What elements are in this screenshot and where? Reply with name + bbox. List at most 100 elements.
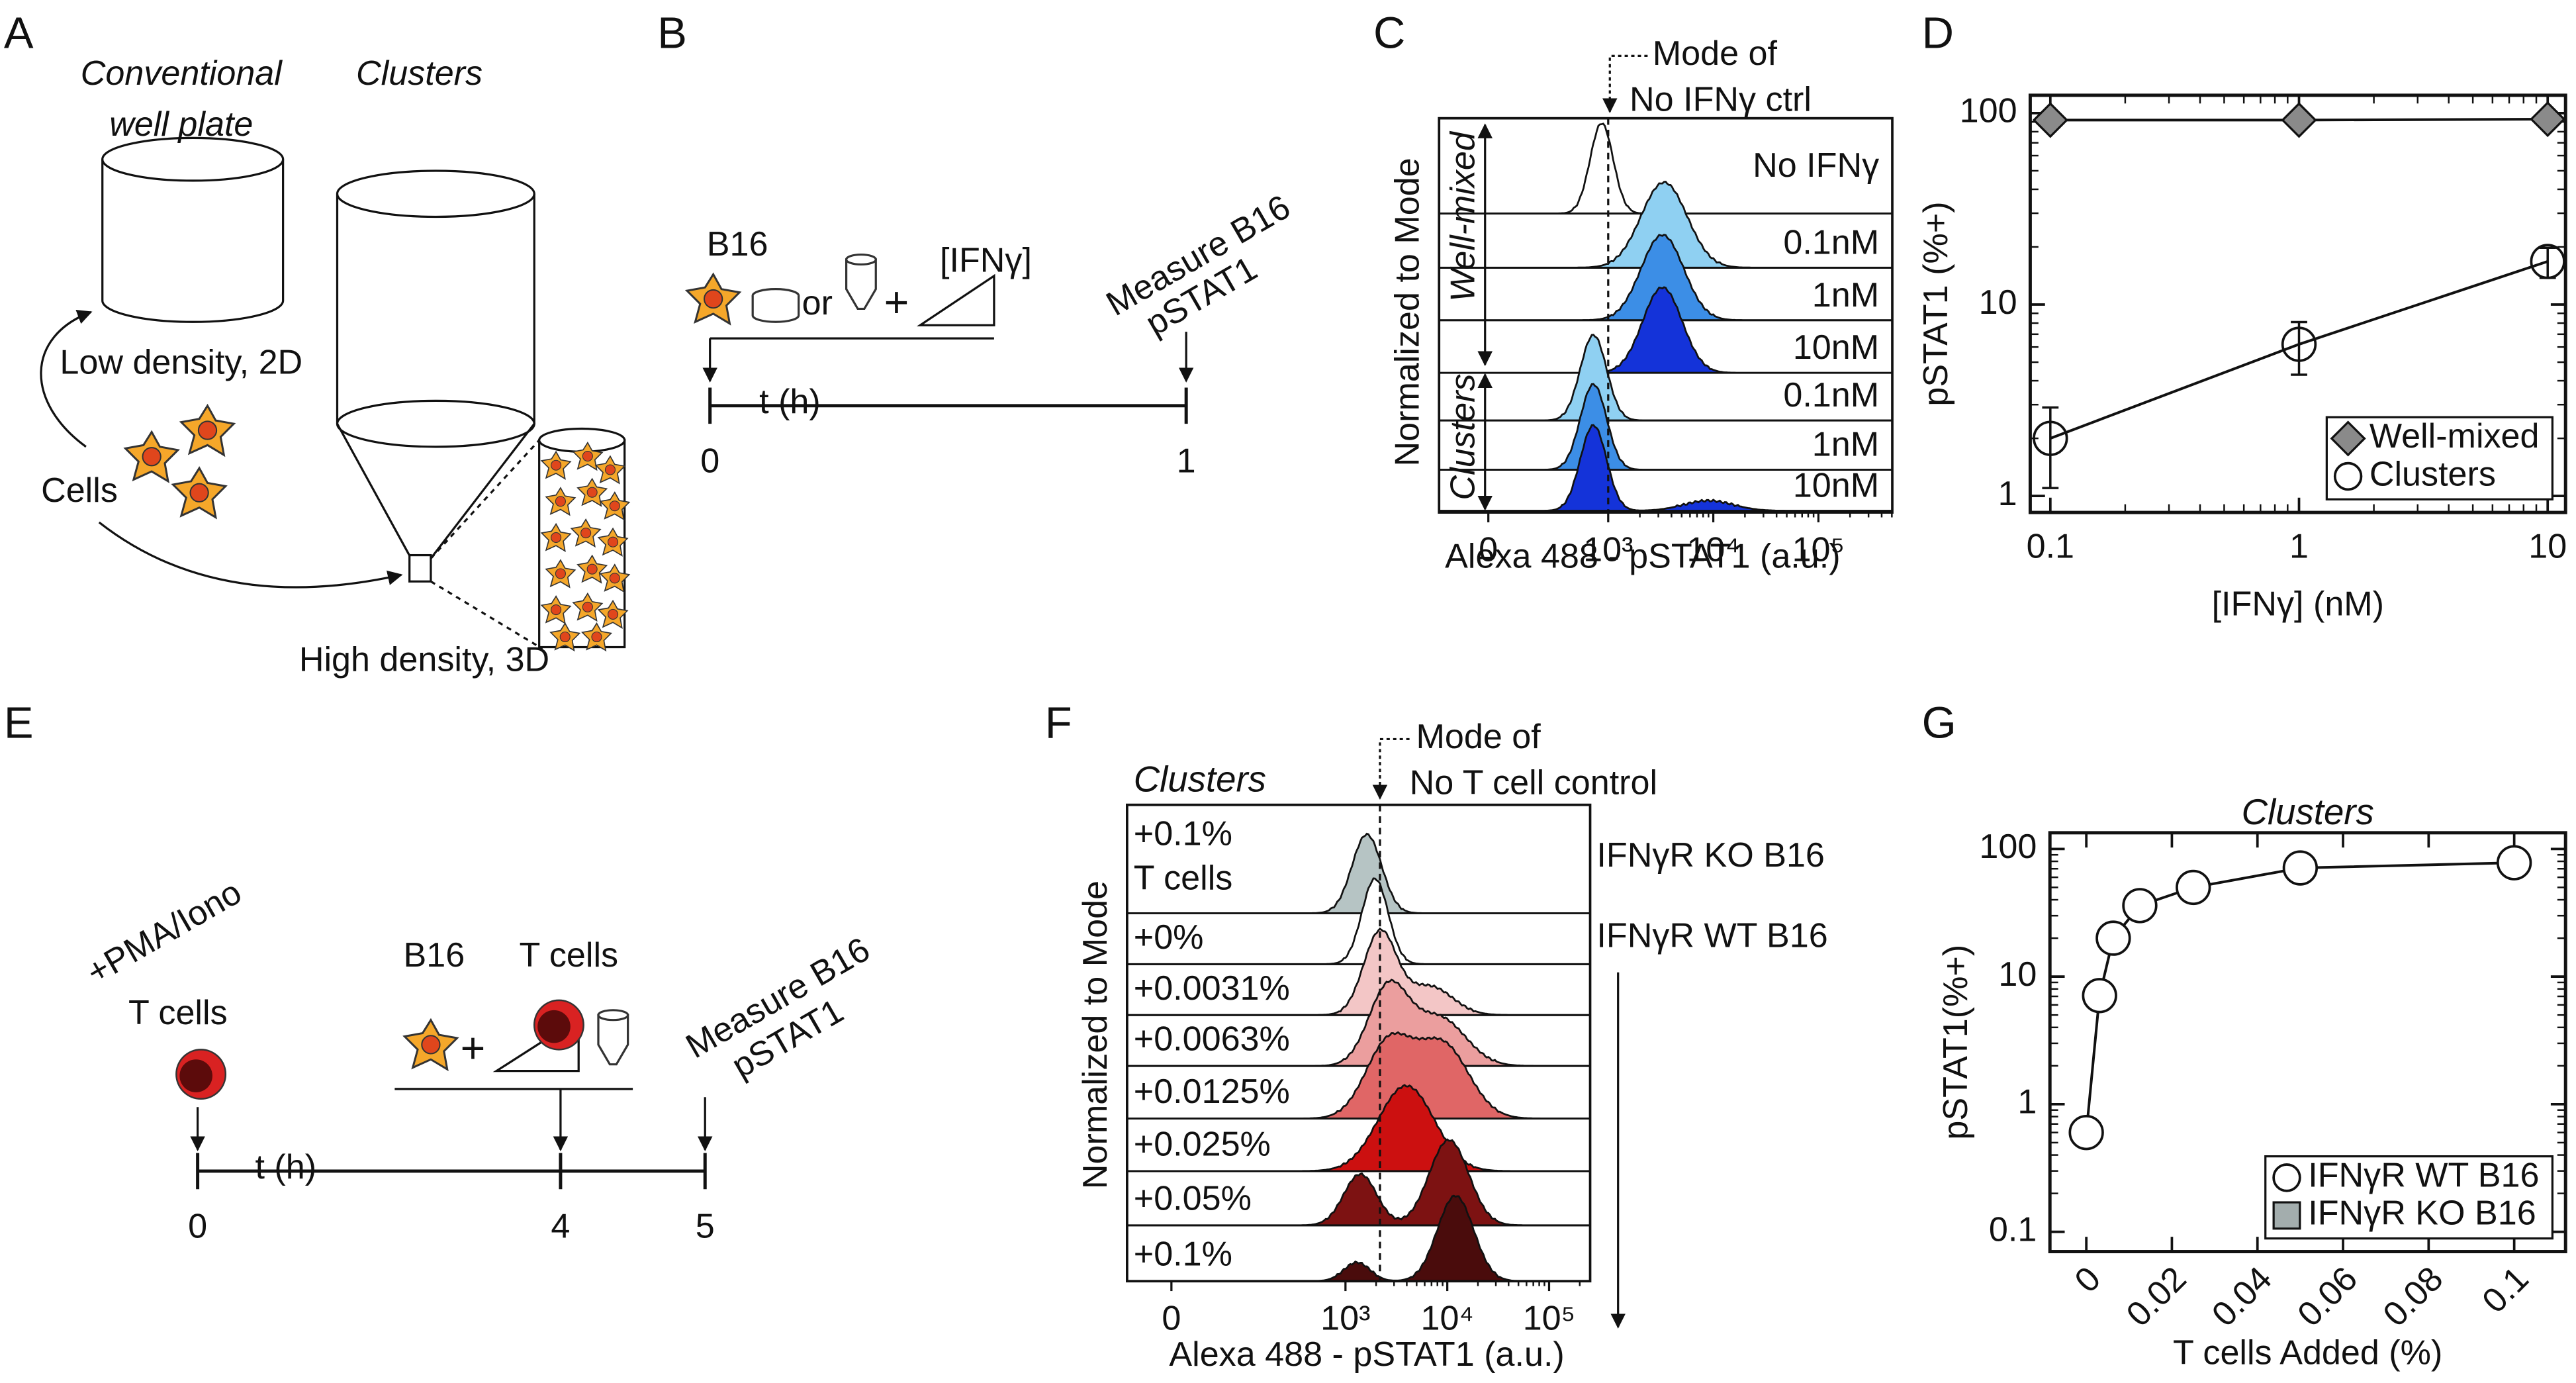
marker bbox=[2082, 978, 2117, 1014]
annotation: Mode of bbox=[1416, 718, 1541, 756]
timeline bbox=[708, 387, 1188, 424]
panel-letter: E bbox=[4, 698, 34, 747]
row-label: 1nM bbox=[1812, 276, 1879, 314]
chart: G Clusters 0.1 1 10 100 0 0.02 0.04 0.06 0.08 0.1 T … bbox=[1922, 698, 2567, 1372]
row-label: +0.0125% bbox=[1134, 1073, 1290, 1111]
row-label: +0.025% bbox=[1134, 1125, 1271, 1164]
marker bbox=[2281, 326, 2317, 362]
y-axis-label: Normalized to Mode bbox=[1388, 158, 1426, 466]
row-label: 0.1nM bbox=[1783, 223, 1879, 262]
x-tick-label: 1 bbox=[2289, 527, 2309, 565]
plot-frame bbox=[1126, 803, 1592, 1283]
y-axis-label: pSTAT1 (%+) bbox=[1917, 201, 1955, 406]
cell-icon bbox=[124, 431, 179, 483]
x-tick-label: 10³ bbox=[1583, 530, 1633, 569]
label: +PMA/Iono bbox=[80, 873, 248, 992]
plot-frame bbox=[2048, 831, 2567, 1254]
x-tick-label: 10⁴ bbox=[1686, 530, 1739, 569]
row-label: 10nM bbox=[1793, 467, 1879, 505]
x-tick-label: 0.08 bbox=[2376, 1259, 2451, 1334]
annotation: No IFNγ ctrl bbox=[1630, 81, 1812, 119]
row-label: 10nM bbox=[1793, 328, 1879, 367]
gradient-wedge bbox=[916, 273, 995, 326]
time-tick-label: 5 bbox=[696, 1208, 715, 1246]
marker bbox=[2122, 888, 2158, 924]
tcell-icon bbox=[175, 1049, 227, 1100]
arrow bbox=[98, 521, 403, 589]
x-tick-label: 0 bbox=[1162, 1299, 1181, 1337]
arrow bbox=[1372, 738, 1410, 800]
marker bbox=[2033, 420, 2068, 456]
y-tick-label: 0.1 bbox=[1989, 1210, 2037, 1249]
marker bbox=[2032, 102, 2068, 138]
x-axis-label: [IFNγ] (nM) bbox=[2212, 585, 2384, 623]
y-tick-label: 10 bbox=[1998, 955, 2037, 994]
x-tick-label: 10³ bbox=[1320, 1299, 1370, 1337]
marker bbox=[2068, 1114, 2104, 1151]
marker bbox=[2095, 920, 2131, 956]
row-label: 1nM bbox=[1812, 426, 1879, 464]
arrow bbox=[40, 309, 93, 448]
y-axis-label: pSTAT1(%+) bbox=[1937, 945, 1975, 1140]
panel-letter: B bbox=[657, 8, 687, 58]
row-label: +0.0063% bbox=[1134, 1020, 1290, 1059]
y-tick-label: 1 bbox=[1998, 475, 2017, 513]
x-axis-label: Alexa 488 - pSTAT1 (a.u.) bbox=[1445, 537, 1840, 575]
y-tick-label: 100 bbox=[1960, 92, 2017, 130]
cell-icon bbox=[403, 1019, 459, 1071]
x-tick-label: 10⁵ bbox=[1523, 1299, 1576, 1337]
panel-letter: G bbox=[1922, 698, 1956, 747]
panel-c: C Mode of No IFNγ ctrl Normalized to Mod… bbox=[1373, 8, 1894, 575]
chart: D 1 10 100 0.1 1 10 [IFNγ] (nM) pSTAT1 (%+) Well-… bbox=[1917, 8, 2567, 623]
y-tick-label: 10 bbox=[1979, 283, 2017, 322]
x-axis-label: T cells Added (%) bbox=[2173, 1334, 2442, 1372]
label: T cells bbox=[128, 994, 228, 1032]
tube-icon bbox=[597, 1009, 629, 1066]
x-tick-label: 0.02 bbox=[2119, 1259, 2194, 1334]
label: Clusters bbox=[356, 54, 483, 93]
panel-e: E +PMA/Iono T cells B16 T cells + Measur… bbox=[4, 698, 876, 1190]
side-label: IFNγR WT B16 bbox=[1596, 916, 1827, 955]
legend-box bbox=[2264, 1155, 2553, 1240]
row-label: T cells bbox=[1134, 859, 1233, 898]
marker bbox=[2530, 101, 2566, 138]
well-plate bbox=[101, 136, 285, 323]
legend-marker bbox=[2333, 461, 2363, 491]
cell-icon bbox=[180, 405, 235, 456]
label: Low density, 2D bbox=[60, 344, 302, 382]
timeline bbox=[196, 1153, 707, 1190]
row-label: +0.1% bbox=[1134, 1235, 1232, 1274]
chart-title: Clusters bbox=[2242, 792, 2374, 832]
label: t (h) bbox=[255, 1148, 316, 1186]
label: Conventional bbox=[81, 54, 283, 93]
cell-icon bbox=[171, 467, 227, 519]
legend-label: Clusters bbox=[2369, 455, 2496, 493]
x-tick-label: 10⁴ bbox=[1420, 1299, 1473, 1337]
label: B16 bbox=[707, 225, 768, 263]
label: + bbox=[461, 1024, 486, 1072]
y-tick-label: 100 bbox=[1979, 828, 2037, 866]
time-tick-label: 1 bbox=[1177, 442, 1196, 480]
annotation: Mode of bbox=[1653, 34, 1778, 73]
panel-letter: D bbox=[1922, 8, 1954, 58]
label: or bbox=[802, 284, 833, 322]
group-label: Well-mixed bbox=[1444, 130, 1483, 302]
row-label: +0.0031% bbox=[1134, 969, 1290, 1008]
panel-letter: C bbox=[1373, 8, 1405, 58]
legend-marker bbox=[2330, 420, 2366, 457]
marker bbox=[2281, 102, 2317, 138]
x-tick-label: 10 bbox=[2528, 527, 2567, 565]
time-tick-label: 0 bbox=[700, 442, 719, 480]
x-tick-label: 10⁵ bbox=[1792, 530, 1845, 569]
arrow bbox=[1602, 54, 1648, 113]
annotation: No T cell control bbox=[1410, 764, 1657, 802]
panel-f: F Clusters Mode of No T cell control Nor… bbox=[1045, 698, 1828, 1374]
y-axis-label: Normalized to Mode bbox=[1076, 881, 1115, 1189]
x-tick-label: 0 bbox=[2068, 1259, 2109, 1300]
time-tick-label: 4 bbox=[551, 1208, 570, 1246]
group-label: Clusters bbox=[1134, 759, 1266, 799]
x-tick-label: 0 bbox=[1479, 530, 1498, 569]
label: Cells bbox=[41, 471, 118, 510]
cell-icon bbox=[686, 273, 741, 325]
error-bar bbox=[2291, 320, 2307, 376]
